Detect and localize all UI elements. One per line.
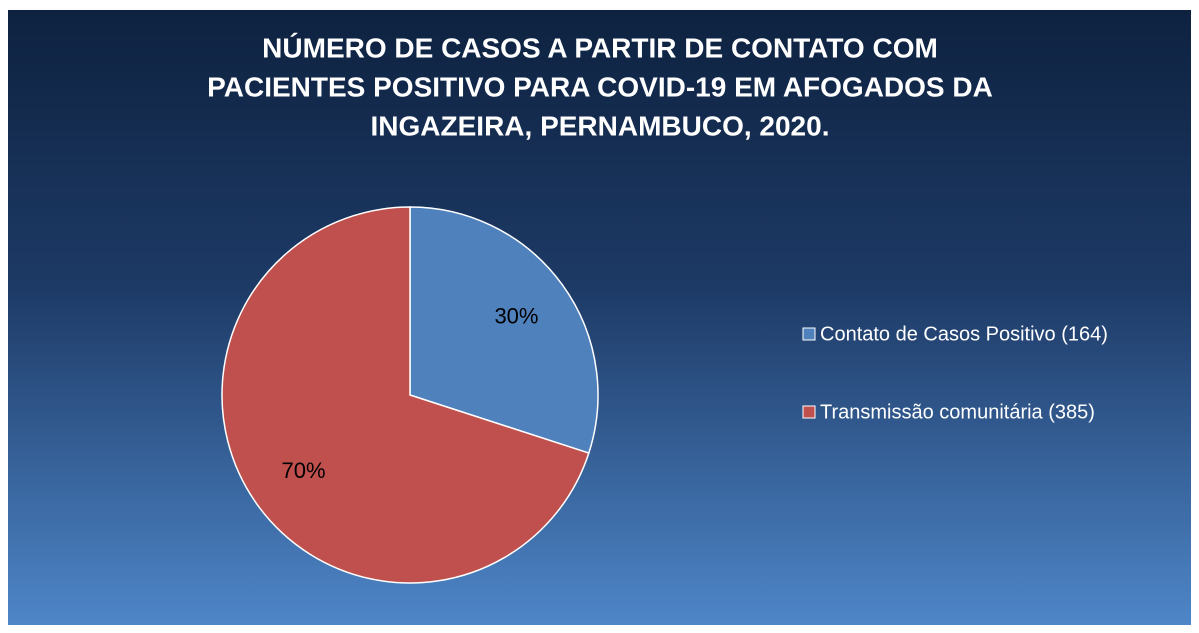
legend-label: Contato de Casos Positivo (164) — [820, 323, 1108, 345]
pie-slice — [221, 206, 590, 584]
chart-title: INGAZEIRA, PERNAMBUCO, 2020. — [371, 110, 830, 141]
legend-swatch — [802, 327, 816, 341]
data-label: 70% — [282, 458, 326, 483]
data-label: 30% — [494, 303, 538, 328]
chart-title: PACIENTES POSITIVO PARA COVID-19 EM AFOG… — [207, 71, 993, 102]
chart-title: NÚMERO DE CASOS A PARTIR DE CONTATO COM — [262, 32, 938, 63]
pie-slice — [409, 206, 599, 455]
legend-label: Transmissão comunitária (385) — [820, 401, 1095, 423]
legend-swatch — [802, 405, 816, 419]
chart-background — [8, 10, 1191, 625]
